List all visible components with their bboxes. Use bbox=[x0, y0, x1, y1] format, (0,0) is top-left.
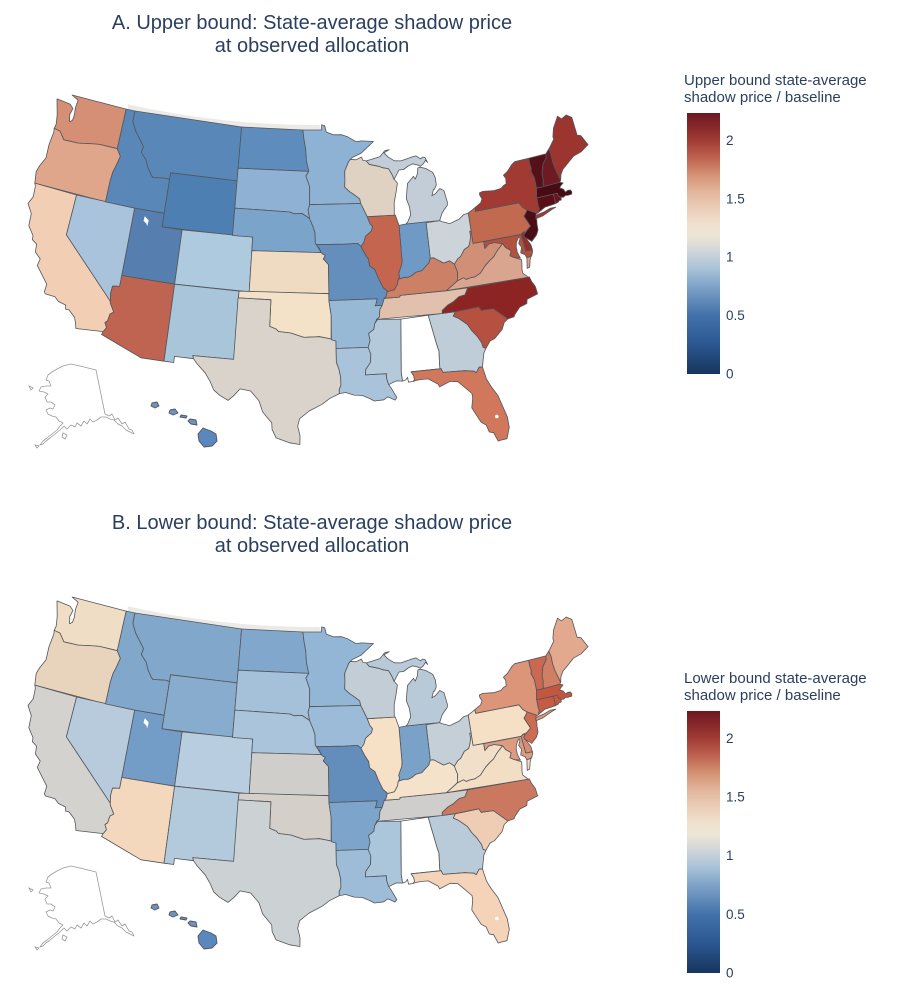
svg-text:1.5: 1.5 bbox=[726, 191, 745, 206]
svg-text:at observed allocation: at observed allocation bbox=[215, 35, 410, 57]
svg-text:shadow price / baseline: shadow price / baseline bbox=[684, 687, 841, 704]
svg-text:0.5: 0.5 bbox=[726, 907, 745, 922]
svg-text:B. Lower bound: State-average: B. Lower bound: State-average shadow pri… bbox=[112, 512, 512, 534]
svg-text:1: 1 bbox=[726, 848, 734, 863]
svg-text:2: 2 bbox=[726, 731, 734, 746]
svg-text:shadow price / baseline: shadow price / baseline bbox=[684, 89, 841, 106]
svg-text:0: 0 bbox=[726, 367, 734, 382]
svg-text:at observed allocation: at observed allocation bbox=[215, 535, 410, 557]
svg-text:1: 1 bbox=[726, 250, 734, 265]
svg-text:Lower bound state-average: Lower bound state-average bbox=[684, 670, 867, 687]
svg-text:0: 0 bbox=[726, 966, 734, 981]
svg-text:Upper bound state-average: Upper bound state-average bbox=[684, 72, 867, 89]
svg-text:A. Upper bound: State-average: A. Upper bound: State-average shadow pri… bbox=[112, 12, 512, 34]
svg-text:2: 2 bbox=[726, 133, 734, 148]
svg-text:0.5: 0.5 bbox=[726, 308, 745, 323]
svg-text:1.5: 1.5 bbox=[726, 790, 745, 805]
